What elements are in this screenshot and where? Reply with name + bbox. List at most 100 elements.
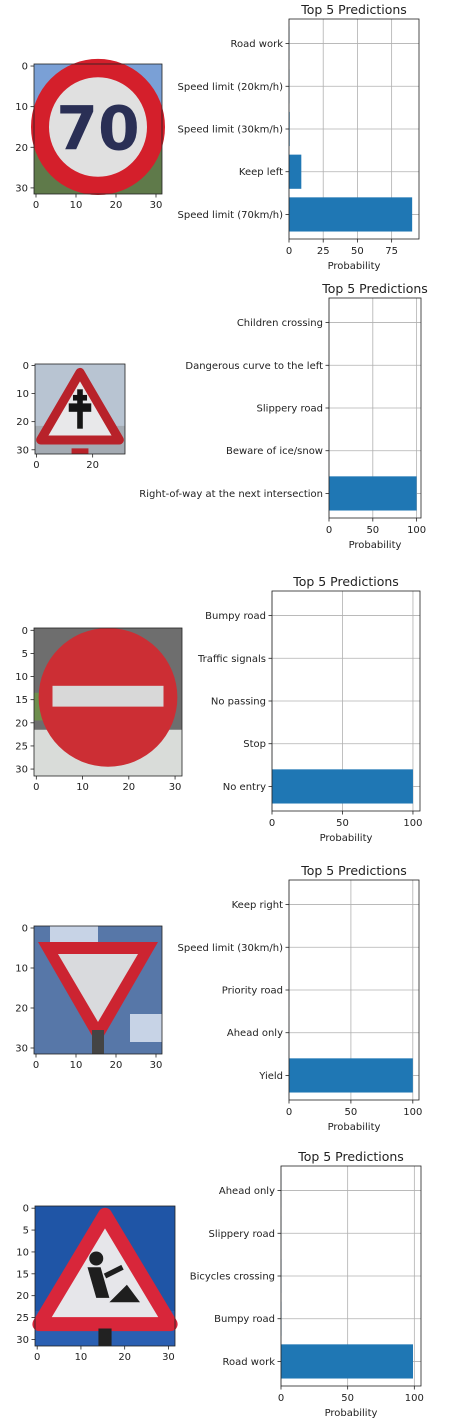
image-ytick-label: 20 bbox=[16, 1291, 29, 1302]
bar bbox=[272, 769, 413, 804]
image-xtick-label: 10 bbox=[75, 1352, 88, 1363]
bar-chart-4: Yield Ahead only Priority road Speed limit … bbox=[178, 863, 423, 1133]
xtick-label: 50 bbox=[351, 246, 364, 257]
category-label: Priority road bbox=[222, 986, 283, 997]
image-ytick-label: 15 bbox=[15, 695, 28, 706]
category-label: Slippery road bbox=[257, 404, 323, 415]
x-axis-label: Probability bbox=[328, 1122, 381, 1133]
image-xtick-label: 30 bbox=[169, 782, 182, 793]
xtick-label: 50 bbox=[336, 818, 349, 829]
chart-title: Top 5 Predictions bbox=[300, 863, 407, 878]
image-ytick-label: 10 bbox=[16, 389, 29, 400]
image-xtick-label: 20 bbox=[122, 782, 135, 793]
image-ytick-label: 20 bbox=[15, 1004, 28, 1015]
image-xtick-label: 30 bbox=[150, 1060, 163, 1071]
category-label: Traffic signals bbox=[197, 654, 266, 665]
image-ytick-label: 25 bbox=[15, 741, 28, 752]
chart-panel-5: 0 10 20 30 0 5 10 15 20 25 30 Road work Bumpy road Bi… bbox=[16, 1149, 424, 1419]
xtick-label: 0 bbox=[286, 246, 292, 257]
image-xtick-label: 0 bbox=[33, 200, 39, 211]
xtick-label: 100 bbox=[403, 818, 422, 829]
sign-picture bbox=[34, 628, 182, 776]
sign-image-3: 0 10 20 30 0 5 10 15 20 25 30 bbox=[15, 626, 183, 793]
image-xtick-label: 10 bbox=[70, 200, 83, 211]
sign-picture bbox=[35, 1206, 175, 1346]
chart-title: Top 5 Predictions bbox=[297, 1149, 404, 1164]
category-label: Ahead only bbox=[219, 1186, 275, 1197]
xtick-label: 0 bbox=[286, 1107, 292, 1118]
image-xtick-label: 10 bbox=[76, 782, 89, 793]
xtick-label: 50 bbox=[345, 1107, 358, 1118]
image-ytick-label: 30 bbox=[15, 1044, 28, 1055]
image-xtick-label: 20 bbox=[86, 460, 99, 471]
x-axis-label: Probability bbox=[320, 833, 373, 844]
image-frame bbox=[33, 63, 163, 195]
category-label: Stop bbox=[243, 739, 266, 750]
image-ytick-label: 10 bbox=[16, 1247, 29, 1258]
image-ytick-label: 0 bbox=[22, 626, 28, 637]
image-ytick-label: 30 bbox=[15, 183, 28, 194]
bar bbox=[289, 1058, 413, 1093]
image-ytick-label: 30 bbox=[15, 765, 28, 776]
image-xtick-label: 10 bbox=[70, 1060, 83, 1071]
category-label: Speed limit (30km/h) bbox=[178, 943, 284, 954]
image-frame bbox=[34, 363, 126, 455]
category-label: Children crossing bbox=[237, 318, 323, 329]
category-label: Bumpy road bbox=[214, 1314, 275, 1325]
image-xtick-label: 0 bbox=[33, 782, 39, 793]
sign-picture bbox=[34, 64, 162, 194]
category-label: No entry bbox=[223, 782, 266, 793]
image-ytick-label: 20 bbox=[15, 143, 28, 154]
image-ytick-label: 10 bbox=[15, 672, 28, 683]
sign-picture bbox=[35, 364, 125, 454]
category-label: Ahead only bbox=[227, 1028, 283, 1039]
sign-image-4: 0 10 20 30 0 10 20 30 bbox=[15, 924, 163, 1071]
image-ytick-label: 30 bbox=[16, 445, 29, 456]
x-axis-label: Probability bbox=[325, 1408, 378, 1419]
sign-image-2: 0 20 0 10 20 30 bbox=[16, 361, 125, 471]
bar-chart-5: Road work Bumpy road Bicycles crossing Slip… bbox=[190, 1149, 424, 1419]
bar bbox=[289, 197, 413, 232]
xtick-label: 100 bbox=[405, 1393, 424, 1404]
xtick-label: 0 bbox=[278, 1393, 284, 1404]
category-label: Bumpy road bbox=[205, 611, 266, 622]
image-xtick-label: 20 bbox=[110, 1060, 123, 1071]
category-label: Beware of ice/snow bbox=[226, 446, 323, 457]
image-ytick-label: 5 bbox=[23, 1226, 29, 1237]
xtick-label: 50 bbox=[366, 525, 379, 536]
sign-image-1: 0 10 20 30 0 10 20 30 bbox=[15, 62, 162, 211]
category-label: Dangerous curve to the left bbox=[185, 361, 323, 372]
image-ytick-label: 10 bbox=[15, 102, 28, 113]
xtick-label: 50 bbox=[341, 1393, 354, 1404]
xtick-label: 100 bbox=[407, 525, 426, 536]
chart-panel-4: 0 10 20 30 0 10 20 30 Yield Ahead only Priority ro… bbox=[15, 863, 422, 1133]
image-xtick-label: 20 bbox=[110, 200, 123, 211]
bar-chart-1: Speed limit (70km/h) Keep left Speed limit… bbox=[178, 2, 420, 272]
image-ytick-label: 25 bbox=[16, 1313, 29, 1324]
image-ytick-label: 30 bbox=[16, 1335, 29, 1346]
xtick-label: 0 bbox=[269, 818, 275, 829]
sign-image-5: 0 10 20 30 0 5 10 15 20 25 30 bbox=[16, 1204, 175, 1363]
image-ytick-label: 15 bbox=[16, 1269, 29, 1280]
image-ytick-label: 5 bbox=[22, 649, 28, 660]
image-xtick-label: 20 bbox=[118, 1352, 131, 1363]
image-ytick-label: 0 bbox=[22, 924, 28, 935]
image-frame bbox=[33, 627, 183, 777]
image-xtick-label: 0 bbox=[33, 1060, 39, 1071]
image-xtick-label: 30 bbox=[150, 200, 163, 211]
x-axis-label: Probability bbox=[328, 261, 381, 272]
xtick-label: 75 bbox=[385, 246, 398, 257]
category-label: Road work bbox=[223, 1357, 276, 1368]
chart-panel-2: 0 20 0 10 20 30 Right-of-way at the next inter… bbox=[16, 281, 428, 551]
category-label: Speed limit (70km/h) bbox=[178, 210, 284, 221]
xtick-label: 100 bbox=[403, 1107, 422, 1118]
xtick-label: 25 bbox=[317, 246, 330, 257]
category-label: Road work bbox=[231, 39, 284, 50]
image-ytick-label: 20 bbox=[16, 417, 29, 428]
category-label: Yield bbox=[258, 1071, 283, 1082]
bar bbox=[289, 154, 302, 189]
chart-title: Top 5 Predictions bbox=[321, 281, 428, 296]
xtick-label: 0 bbox=[326, 525, 332, 536]
category-label: Speed limit (30km/h) bbox=[178, 125, 284, 136]
